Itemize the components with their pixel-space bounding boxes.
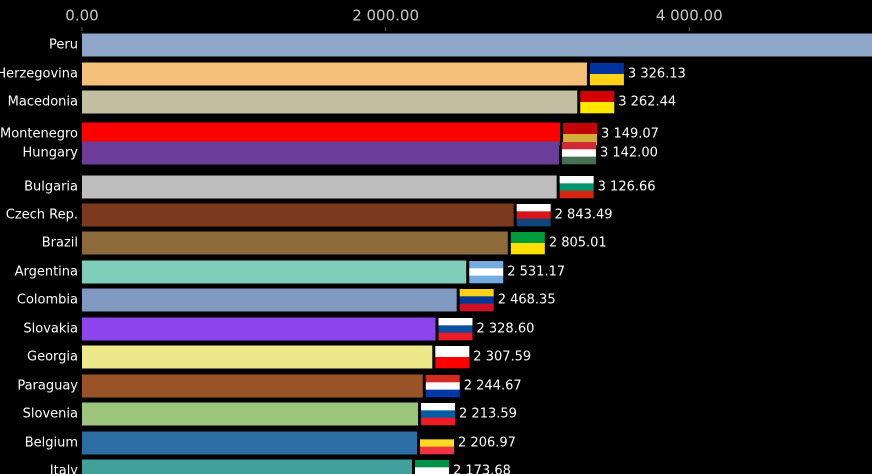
category-label: Argentina [15,265,78,280]
flag-stripe [516,204,551,212]
category-label: Slovenia [23,407,78,422]
category-label: Belgium [25,436,78,451]
flag-stripe [438,332,473,341]
flag-stripe [561,142,596,150]
bar [82,90,578,114]
flag-stripe [469,275,504,284]
value-label: 2 244.67 [464,379,522,394]
flag-stripe [469,261,504,269]
category-label: Macedonia [8,95,78,110]
flag-stripe [421,403,456,411]
value-label: 3 142.00 [600,146,658,161]
flag-stripe [469,268,504,276]
category-label: Bulgaria [24,180,78,195]
bar [82,345,433,369]
category-label: Czech Rep. [6,208,78,223]
bar [82,231,508,255]
flag-stripe [561,156,596,165]
value-label: 2 531.17 [507,265,565,280]
bar [82,402,419,426]
x-tick-label: 4 000.00 [656,7,723,25]
value-label: 2 213.59 [459,407,517,422]
value-label: 2 206.97 [458,436,516,451]
flag-stripe [589,74,624,86]
bar [82,260,467,284]
flag-stripe [561,149,596,157]
flag-stripe [425,375,460,383]
x-tick-label: 2 000.00 [352,7,419,25]
value-label: 3 262.44 [618,95,676,110]
value-label: 3 149.07 [601,127,659,142]
flag-stripe [425,382,460,390]
category-label: Colombia [17,293,78,308]
flag-stripe [459,303,494,312]
category-label: Slovakia [23,322,78,337]
value-label: 2 307.59 [473,350,531,365]
flag-stripe [414,467,449,474]
flag-stripe [438,318,473,326]
flag-stripe [414,460,449,468]
value-label: 2 328.60 [476,322,534,337]
flag-stripe [435,357,470,369]
flag-stripe [435,346,470,358]
flag-stripe [420,446,455,455]
bar [82,459,412,474]
flag-stripe [580,102,615,114]
flag-stripe [421,410,456,418]
flag-stripe [420,439,455,447]
category-label: Peru [49,38,78,53]
value-label: 2 843.49 [555,208,613,223]
value-label: 3 126.66 [598,180,656,195]
flag-stripe [563,123,598,135]
value-label: 2 468.35 [498,293,556,308]
value-label: 3 326.13 [628,67,686,82]
flag-stripe [438,325,473,333]
category-label: Georgia [27,350,78,365]
bar [82,141,559,165]
flag-stripe [516,211,551,219]
flag-stripe [516,218,551,227]
category-label: Paraguay [17,379,78,394]
value-label: 2 173.68 [453,464,511,474]
bar [82,317,436,341]
bar [82,175,557,199]
bar [82,62,587,86]
flag-stripe [459,296,494,304]
value-label: 2 805.01 [549,236,607,251]
flag-stripe [459,289,494,297]
bar [82,122,561,146]
flag-stripe [589,63,624,75]
category-label: Brazil [42,236,78,251]
category-label: Hungary [22,146,78,161]
flag-stripe [580,91,615,103]
flag-stripe [510,243,545,255]
category-label: Italy [50,464,79,474]
category-label: Herzegovina [0,67,78,82]
category-label: Montenegro [0,127,78,142]
flag-stripe [420,432,455,440]
flag-stripe [563,134,598,146]
bar [82,288,457,312]
bar [82,33,872,57]
x-tick-label: 0.00 [65,7,98,25]
flag-stripe [559,190,594,199]
flag-stripe [421,417,456,426]
flag-stripe [510,232,545,244]
flag-stripe [559,176,594,184]
bar [82,431,418,455]
flag-stripe [559,183,594,191]
bar [82,374,423,398]
bar [82,203,514,227]
flag-stripe [425,389,460,398]
